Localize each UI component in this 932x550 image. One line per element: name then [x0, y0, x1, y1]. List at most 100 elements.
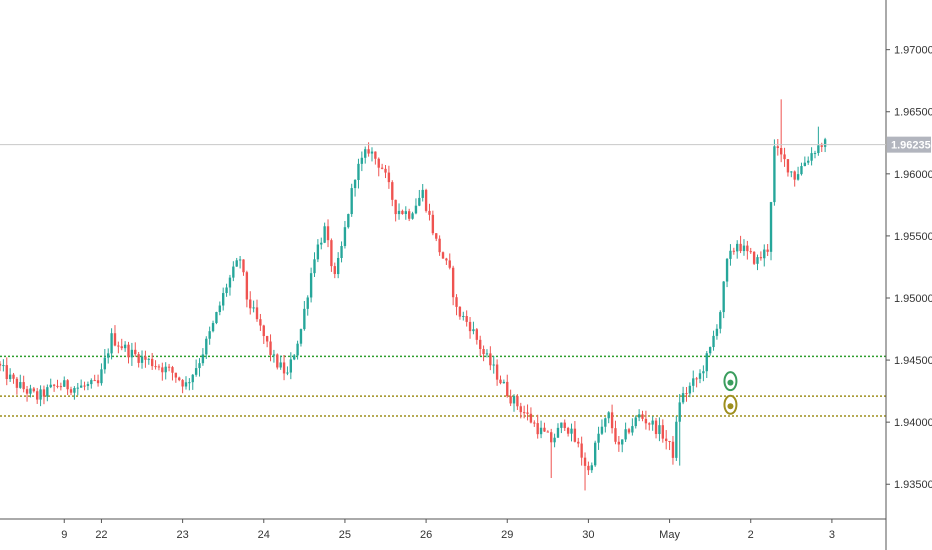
candle-53 — [174, 372, 178, 383]
alert-marker-1[interactable] — [723, 371, 738, 392]
candle-79 — [262, 324, 265, 344]
candle-143 — [479, 335, 482, 357]
candle-232 — [779, 99, 783, 163]
candle-221 — [742, 239, 746, 256]
candle-209 — [702, 365, 705, 382]
candle-146 — [489, 346, 492, 371]
candle-107 — [357, 158, 360, 189]
candle-191 — [641, 410, 644, 422]
candle-66 — [218, 301, 221, 316]
candle-173 — [580, 436, 583, 466]
price-axis[interactable]: 1.93500 1.94000 1.94500 1.95000 1.95500 1.960… — [885, 0, 932, 550]
candle-241 — [810, 147, 813, 166]
candle-68 — [225, 283, 228, 297]
candle-44 — [144, 350, 147, 368]
candle-46 — [150, 352, 154, 370]
candle-91 — [303, 300, 306, 331]
candle-39 — [127, 341, 130, 364]
candle-212 — [712, 330, 715, 351]
candle-149 — [499, 375, 502, 385]
candle-161 — [539, 420, 543, 439]
candle-225 — [756, 254, 759, 271]
candle-155 — [519, 402, 522, 419]
candle-95 — [316, 239, 320, 263]
candle-118 — [394, 199, 397, 222]
candle-28 — [90, 378, 93, 389]
candle-49 — [161, 362, 164, 381]
candle-242 — [813, 150, 817, 159]
time-tick-label: 23 — [176, 529, 188, 541]
candle-47 — [154, 360, 157, 370]
candle-203 — [681, 386, 685, 405]
candle-133 — [445, 257, 448, 265]
candle-131 — [438, 235, 441, 256]
candle-177 — [593, 440, 597, 467]
candle-181 — [607, 411, 610, 424]
candle-147 — [492, 356, 495, 374]
candle-71 — [235, 257, 238, 267]
candle-136 — [455, 294, 458, 316]
candle-65 — [215, 311, 218, 325]
candle-154 — [516, 394, 519, 411]
candle-73 — [242, 259, 245, 276]
candle-159 — [533, 420, 536, 427]
candle-93 — [309, 267, 313, 303]
candle-222 — [746, 240, 749, 260]
candle-165 — [553, 433, 556, 448]
candle-183 — [614, 420, 617, 445]
candle-160 — [536, 414, 539, 439]
candle-22 — [69, 386, 73, 396]
candle-158 — [529, 407, 533, 424]
candle-54 — [178, 376, 181, 382]
candle-86 — [286, 366, 289, 376]
last-price-indicator: 1.96235 — [0, 136, 931, 153]
candle-141 — [472, 321, 475, 335]
candle-69 — [228, 274, 232, 296]
candle-45 — [147, 357, 150, 365]
candle-171 — [573, 421, 577, 443]
candle-198 — [665, 430, 668, 450]
candle-134 — [448, 253, 451, 270]
alert-markers — [723, 371, 738, 415]
candle-218 — [732, 247, 736, 255]
candle-7 — [19, 374, 22, 389]
candle-235 — [790, 171, 793, 178]
candle-87 — [289, 352, 293, 380]
candle-215 — [722, 281, 725, 319]
candle-211 — [708, 346, 712, 356]
candle-216 — [725, 257, 729, 288]
candle-132 — [441, 251, 445, 259]
candle-59 — [194, 359, 198, 377]
alert-marker-2[interactable] — [723, 394, 738, 415]
candle-24 — [76, 382, 79, 396]
candle-169 — [566, 426, 570, 437]
candle-101 — [336, 252, 340, 279]
candle-109 — [364, 146, 367, 164]
candle-16 — [49, 378, 52, 389]
candle-122 — [407, 208, 411, 222]
candle-210 — [705, 351, 708, 378]
candle-67 — [222, 287, 225, 311]
candle-140 — [468, 317, 472, 339]
time-tick-label: 26 — [420, 529, 432, 541]
candle-138 — [462, 311, 465, 321]
candle-175 — [587, 461, 590, 475]
candle-90 — [299, 328, 303, 347]
candle-137 — [458, 306, 462, 320]
time-axis[interactable]: 9 22 23 24 25 26 29 30 May 2 3 — [0, 518, 886, 541]
candle-121 — [404, 206, 407, 220]
price-tick-label: 1.95500 — [894, 231, 932, 243]
candle-144 — [482, 345, 485, 362]
candle-51 — [167, 363, 171, 372]
candle-127 — [424, 188, 428, 213]
candle-180 — [604, 417, 607, 433]
candle-8 — [22, 375, 25, 393]
candle-189 — [634, 415, 637, 429]
candle-239 — [803, 156, 807, 167]
candle-33 — [107, 348, 110, 364]
candle-130 — [435, 233, 438, 242]
candle-104 — [347, 213, 350, 229]
candle-162 — [543, 422, 546, 432]
